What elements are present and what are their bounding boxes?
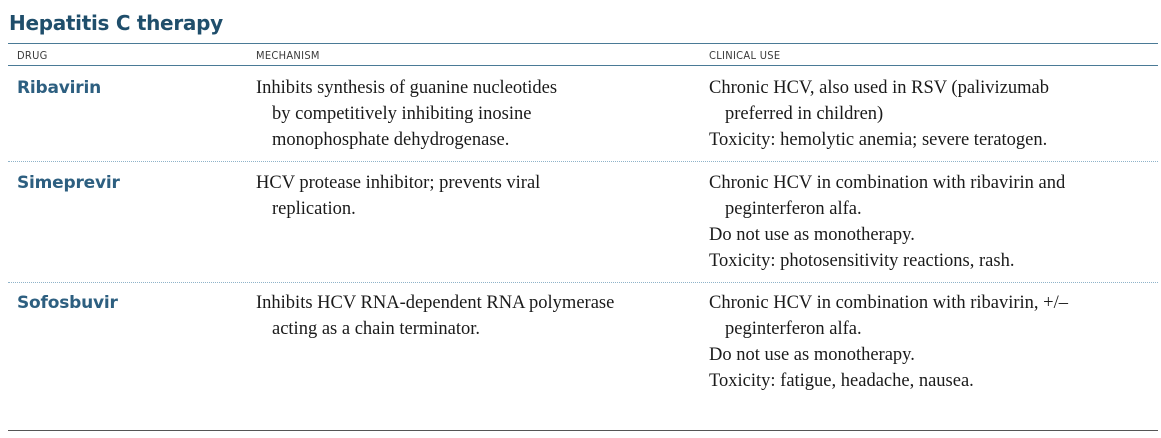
row-separator	[8, 282, 1158, 283]
table-bottom-rule	[8, 430, 1158, 431]
mechanism-line: by competitively inhibiting inosine	[272, 104, 532, 124]
clinical-use-line: preferred in children)	[725, 104, 884, 124]
mechanism-line: HCV protease inhibitor; prevents viral	[256, 173, 541, 193]
clinical-use-line: Do not use as monotherapy.	[709, 345, 915, 365]
clinical-use-cell: Chronic HCV, also used in RSV (palivizum…	[709, 75, 1049, 153]
column-header-drug: DRUG	[17, 49, 48, 62]
clinical-use-line: Chronic HCV in combination with ribaviri…	[709, 293, 1068, 313]
mechanism-line: Inhibits HCV RNA-dependent RNA polymeras…	[256, 293, 615, 313]
table-header-row: DRUG MECHANISM CLINICAL USE	[0, 45, 1161, 65]
title-rule	[8, 43, 1158, 44]
clinical-use-line: Chronic HCV, also used in RSV (palivizum…	[709, 78, 1050, 98]
clinical-use-line: peginterferon alfa.	[725, 319, 862, 339]
table-title: Hepatitis C therapy	[9, 11, 223, 35]
clinical-use-line: peginterferon alfa.	[725, 199, 862, 219]
header-rule	[8, 65, 1158, 66]
drug-name: Ribavirin	[17, 78, 101, 98]
column-header-mechanism: MECHANISM	[256, 49, 320, 62]
clinical-use-line: Chronic HCV in combination with ribaviri…	[709, 173, 1066, 193]
drug-name: Simeprevir	[17, 173, 120, 193]
clinical-use-cell: Chronic HCV in combination with ribaviri…	[709, 290, 1068, 394]
mechanism-cell: Inhibits HCV RNA-dependent RNA polymeras…	[256, 290, 614, 342]
clinical-use-line: Do not use as monotherapy.	[709, 225, 915, 245]
mechanism-line: Inhibits synthesis of guanine nucleotide…	[256, 78, 558, 98]
clinical-use-cell: Chronic HCV in combination with ribaviri…	[709, 170, 1065, 274]
mechanism-line: acting as a chain terminator.	[272, 319, 481, 339]
row-separator	[8, 161, 1158, 162]
clinical-use-line: Toxicity: photosensitivity reactions, ra…	[709, 251, 1015, 271]
clinical-use-line: Toxicity: fatigue, headache, nausea.	[709, 371, 974, 391]
column-header-clinical-use: CLINICAL USE	[709, 49, 781, 62]
mechanism-line: monophosphate dehydrogenase.	[272, 130, 510, 150]
mechanism-cell: Inhibits synthesis of guanine nucleotide…	[256, 75, 557, 153]
mechanism-cell: HCV protease inhibitor; prevents viral r…	[256, 170, 540, 222]
clinical-use-line: Toxicity: hemolytic anemia; severe terat…	[709, 130, 1048, 150]
mechanism-line: replication.	[272, 199, 356, 219]
drug-name: Sofosbuvir	[17, 293, 118, 313]
